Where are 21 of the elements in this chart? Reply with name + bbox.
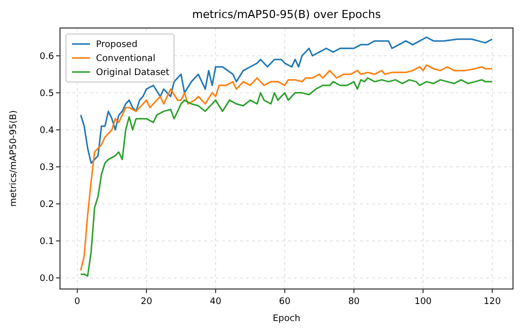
legend-label: Original Dataset (96, 68, 170, 78)
y-tick-label: 0.0 (40, 274, 54, 284)
x-tick-label: 0 (74, 297, 80, 307)
y-tick-label: 0.1 (40, 236, 54, 247)
y-tick-label: 0.2 (40, 200, 54, 210)
line-series (80, 36, 493, 164)
x-tick-label: 40 (210, 297, 222, 307)
x-tick-label: 80 (348, 297, 360, 307)
legend-label: Proposed (96, 40, 138, 50)
x-tick-label: 20 (140, 297, 152, 307)
y-tick-label: 0.5 (40, 88, 54, 99)
y-tick-label: 0.4 (40, 126, 54, 136)
x-tick-label: 120 (484, 297, 502, 307)
x-tick-label: 60 (279, 297, 291, 307)
x-axis-title: Epoch (272, 314, 300, 324)
legend-label: Conventional (96, 54, 156, 64)
chart-title: metrics/mAP50-95(B) over Epochs (192, 8, 382, 21)
y-tick-label: 0.6 (40, 52, 54, 62)
x-tick-label: 100 (414, 297, 432, 307)
y-tick-label: 0.3 (40, 162, 54, 173)
y-axis-title: metrics/mAP50-95(B) (9, 110, 19, 207)
